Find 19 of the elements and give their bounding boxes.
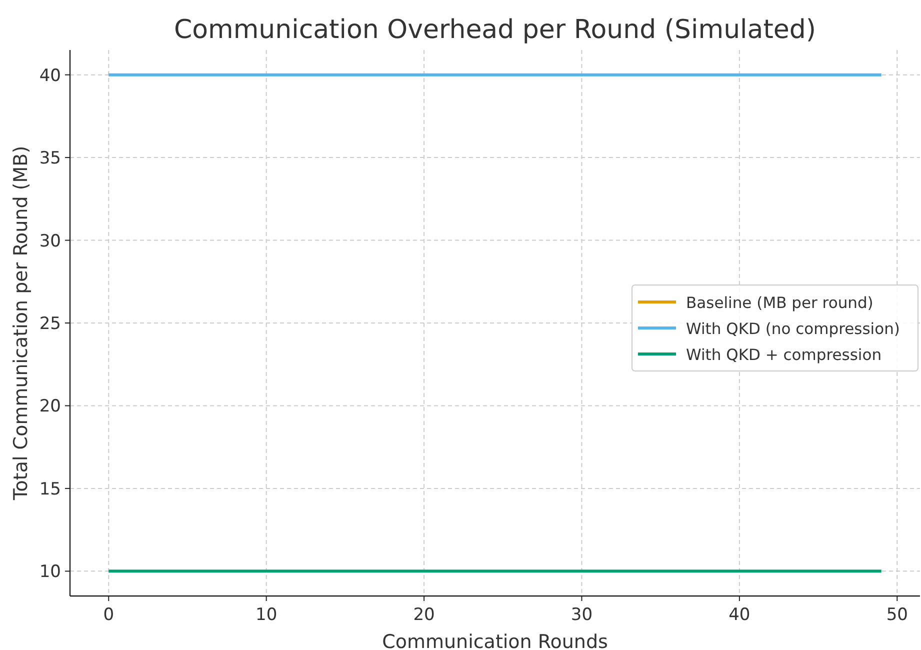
y-tick-label: 25: [39, 314, 61, 334]
legend-label: With QKD (no compression): [686, 320, 900, 338]
x-axis-title: Communication Rounds: [382, 631, 608, 650]
legend-label: With QKD + compression: [686, 346, 882, 364]
legend-label: Baseline (MB per round): [686, 294, 874, 312]
chart-title: Communication Overhead per Round (Simulated): [174, 15, 816, 45]
x-tick-label: 0: [103, 605, 114, 625]
y-axis-title: Total Communication per Round (MB): [10, 146, 32, 502]
x-tick-label: 10: [256, 605, 278, 625]
x-tick-label: 40: [728, 605, 750, 625]
y-tick-label: 20: [39, 396, 61, 417]
x-tick-label: 50: [886, 605, 908, 625]
y-tick-label: 10: [39, 562, 61, 582]
y-tick-label: 15: [39, 479, 61, 500]
y-tick-label: 30: [39, 231, 61, 252]
x-tick-label: 30: [570, 605, 593, 625]
y-tick-label: 35: [39, 148, 61, 169]
y-tick-label: 40: [39, 66, 61, 86]
x-tick-label: 20: [413, 605, 435, 625]
